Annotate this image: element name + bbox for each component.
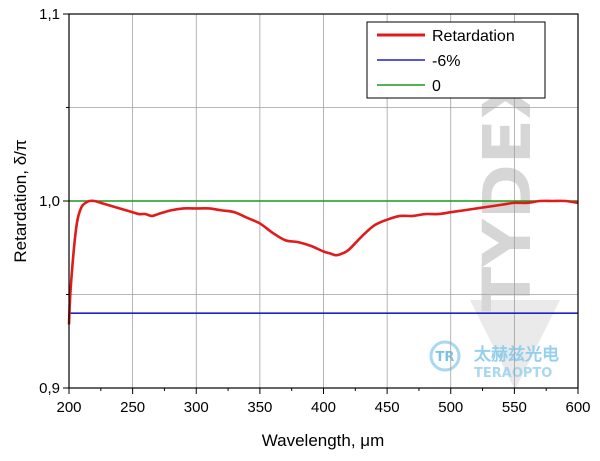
y-axis-label: Retardation, δ/π [11, 139, 30, 262]
retardation-series-line [67, 199, 579, 325]
legend-label-minus6: -6% [432, 53, 460, 70]
tydex-watermark: TYDEX [469, 68, 546, 312]
watermark-en-text: TERAOPTO [474, 366, 552, 381]
legend: Retardation -6% 0 [366, 21, 546, 99]
y-tick-label: 0,9 [39, 380, 60, 397]
legend-label-zero: 0 [432, 78, 441, 95]
x-tick-label: 250 [120, 399, 145, 416]
y-tick-label: 1,0 [39, 193, 60, 210]
watermark-triangle-shape [470, 300, 560, 390]
x-tick-label: 550 [502, 399, 527, 416]
watermark: TYDEX TR 太赫兹光电 TERAOPTO [429, 68, 560, 390]
x-tick-label: 450 [375, 399, 400, 416]
watermark-cn-text: 太赫兹光电 [474, 344, 559, 365]
y-tick-label: 1,1 [39, 6, 60, 23]
x-tick-label: 600 [565, 399, 590, 416]
series-layer [67, 199, 579, 325]
x-tick-label: 400 [311, 399, 336, 416]
watermark-logo-text: TR [436, 350, 455, 365]
tick-labels: 200 250 300 350 400 450 500 550 600 0,9 1,0 1,1 [39, 6, 590, 416]
x-tick-label: 500 [438, 399, 463, 416]
ticks [63, 13, 579, 394]
x-tick-label: 200 [56, 399, 81, 416]
x-tick-label: 350 [247, 399, 272, 416]
watermark-logo-icon [429, 340, 461, 372]
x-tick-label: 300 [184, 399, 209, 416]
legend-label-retardation: Retardation [432, 28, 515, 45]
x-axis-label: Wavelength, μm [262, 431, 385, 450]
